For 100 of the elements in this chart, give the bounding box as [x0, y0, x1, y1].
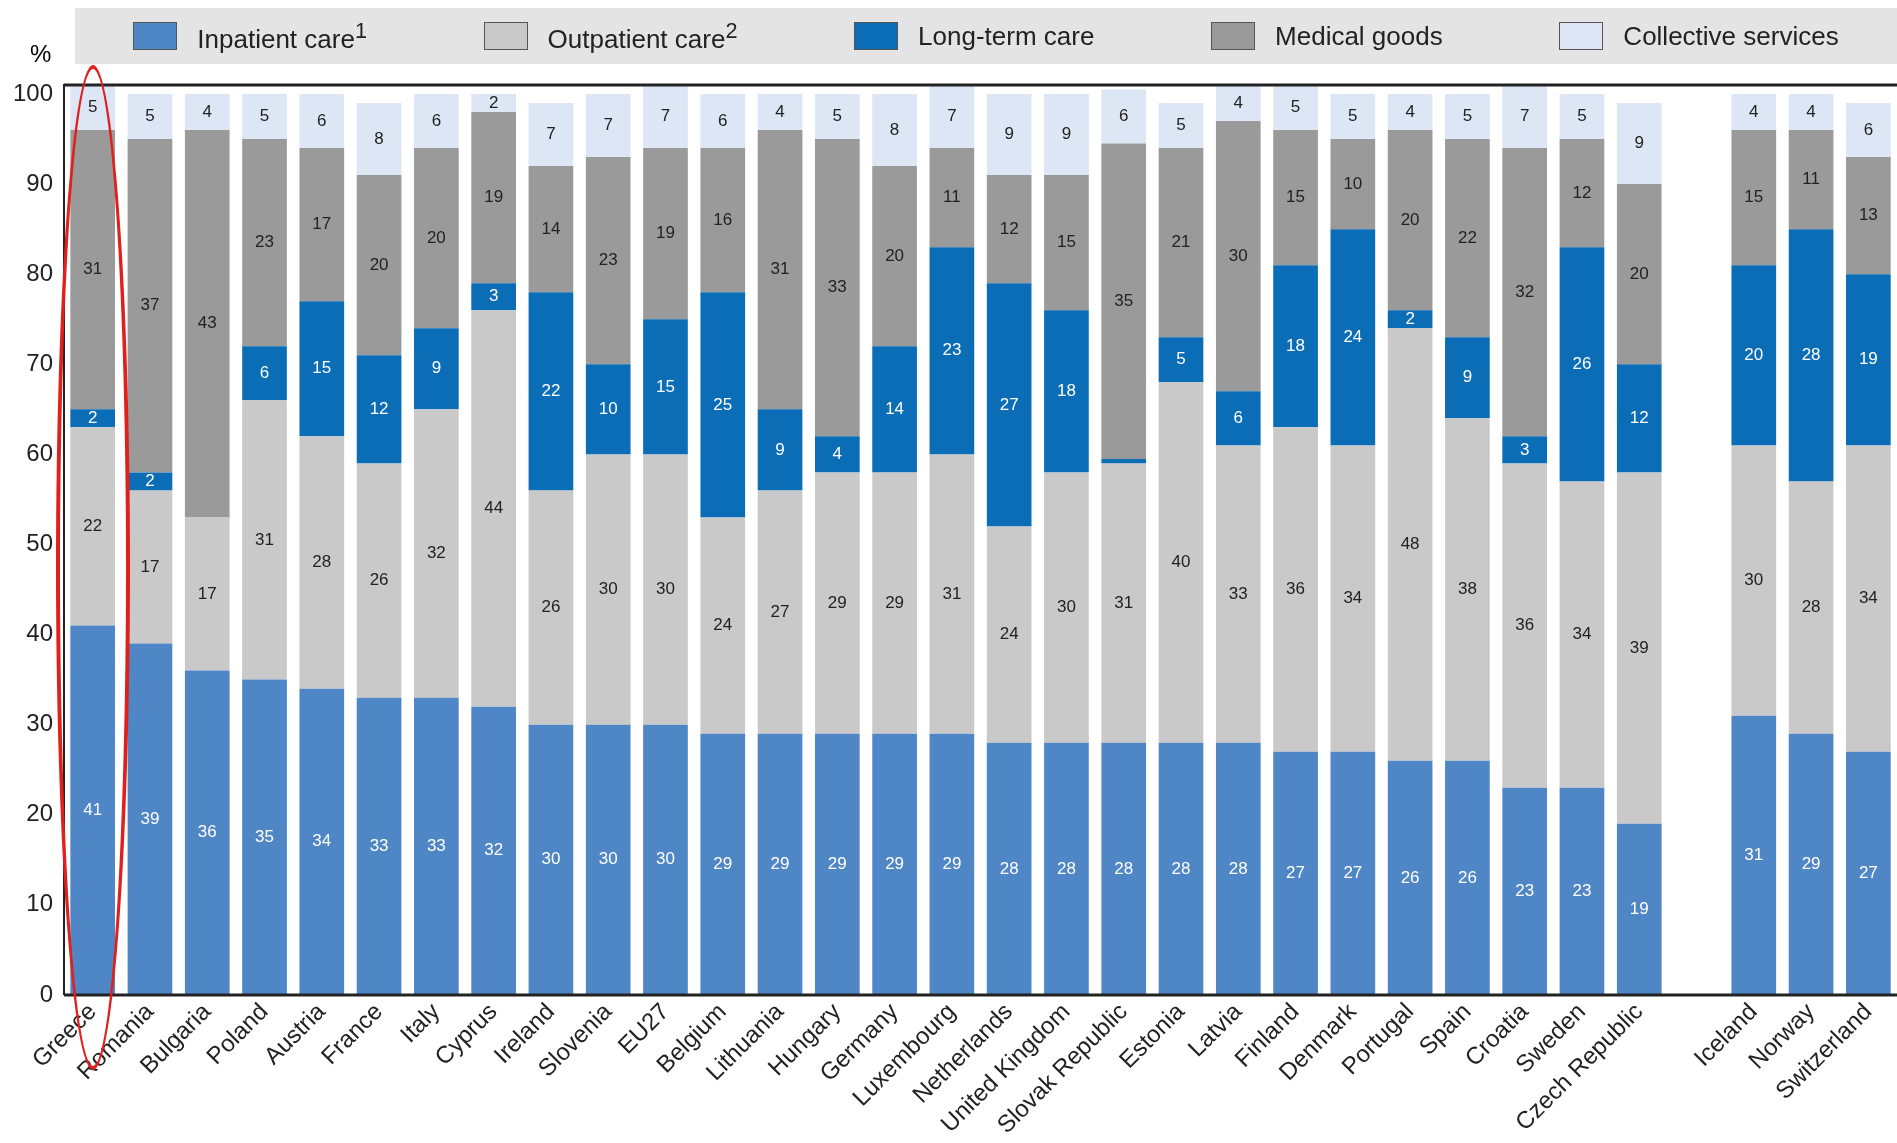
data-label: 29 [885, 592, 905, 612]
data-label: 9 [1061, 124, 1072, 144]
bar [1731, 715, 1777, 995]
bar [414, 409, 459, 698]
bar [872, 166, 917, 347]
bar [1273, 427, 1318, 752]
bar [929, 454, 975, 734]
data-label: 29 [713, 854, 733, 873]
data-label: 26 [1457, 867, 1477, 887]
data-label: 18 [1056, 381, 1076, 401]
data-label: 6 [1863, 119, 1874, 139]
data-label: 3 [1519, 439, 1530, 459]
bar [1846, 157, 1891, 275]
bar [1158, 148, 1204, 338]
bar [1101, 143, 1147, 459]
data-label: 5 [1176, 115, 1186, 135]
data-label: 20 [885, 245, 905, 265]
bar [356, 697, 402, 995]
bar [1387, 310, 1433, 329]
y-tick-label: 40 [26, 619, 54, 647]
data-label: 6 [1118, 106, 1129, 126]
data-label: 20 [1744, 344, 1764, 364]
data-label: 10 [598, 399, 618, 419]
data-label: 27 [1286, 863, 1306, 883]
bar [1559, 481, 1605, 788]
bar [1559, 139, 1605, 248]
data-label: 17 [140, 556, 160, 576]
data-label: 15 [312, 358, 332, 378]
data-label: 32 [426, 543, 446, 563]
data-label: 5 [1577, 106, 1587, 126]
bar [242, 139, 287, 347]
data-label: 31 [83, 259, 103, 279]
data-label: 19 [1629, 899, 1649, 919]
bar [471, 94, 516, 113]
data-label: 27 [999, 394, 1019, 414]
data-label: 4 [202, 101, 212, 121]
data-label: 4 [832, 444, 843, 464]
data-label: 11 [943, 187, 961, 207]
data-label: 30 [598, 849, 618, 869]
bar [1788, 130, 1834, 230]
data-label: 19 [1858, 349, 1878, 369]
data-label: 7 [603, 115, 613, 135]
bar [1731, 445, 1777, 716]
data-label: 5 [1462, 106, 1473, 126]
bar [643, 454, 688, 725]
bar [1273, 751, 1318, 995]
data-label: 29 [827, 854, 847, 873]
y-tick-label: 0 [39, 979, 54, 1007]
bar [986, 526, 1032, 743]
bar [528, 490, 574, 725]
data-label: 15 [1744, 187, 1764, 207]
bar [1846, 445, 1891, 752]
data-label: 23 [1515, 881, 1535, 901]
data-label: 30 [1056, 597, 1076, 617]
data-label: 12 [369, 399, 389, 419]
bar [585, 94, 631, 158]
bar [1044, 472, 1089, 743]
bar [872, 733, 917, 995]
bar [127, 139, 173, 473]
y-tick-label: 10 [26, 889, 54, 917]
data-label: 27 [1343, 863, 1363, 883]
bar [1273, 85, 1318, 131]
bar [70, 427, 116, 626]
data-label: 7 [546, 124, 556, 144]
data-label: 9 [1004, 124, 1014, 144]
bar [414, 328, 459, 410]
data-label: 23 [598, 250, 618, 270]
data-label: 9 [1462, 367, 1473, 387]
data-label: 34 [312, 831, 332, 851]
bar [700, 517, 746, 734]
legend-label: Long-term care [918, 20, 1095, 52]
bar [872, 472, 917, 734]
data-label: 29 [770, 854, 790, 873]
bar [1273, 130, 1318, 266]
data-label: 19 [484, 187, 504, 207]
data-label: 38 [1457, 579, 1477, 599]
bar [414, 94, 459, 149]
bar [929, 247, 975, 455]
bar [356, 355, 402, 464]
bar [814, 436, 860, 473]
data-label: 8 [889, 119, 900, 139]
bar [127, 94, 173, 140]
data-label: 16 [713, 209, 733, 229]
data-label: 39 [1629, 637, 1649, 657]
data-label: 36 [1515, 615, 1535, 635]
data-label: 5 [1290, 97, 1301, 117]
data-label: 14 [885, 399, 905, 419]
bar [1044, 175, 1089, 311]
bar [184, 130, 230, 518]
bar [1101, 458, 1147, 464]
data-label: 4 [1233, 92, 1244, 112]
bar [585, 724, 631, 995]
bar [471, 310, 516, 707]
data-label: 27 [770, 601, 790, 621]
bar [1101, 742, 1147, 995]
data-label: 2 [1405, 308, 1415, 328]
bar [70, 409, 116, 428]
data-label: 24 [713, 615, 733, 635]
bar [1044, 310, 1089, 473]
bar [585, 157, 631, 365]
